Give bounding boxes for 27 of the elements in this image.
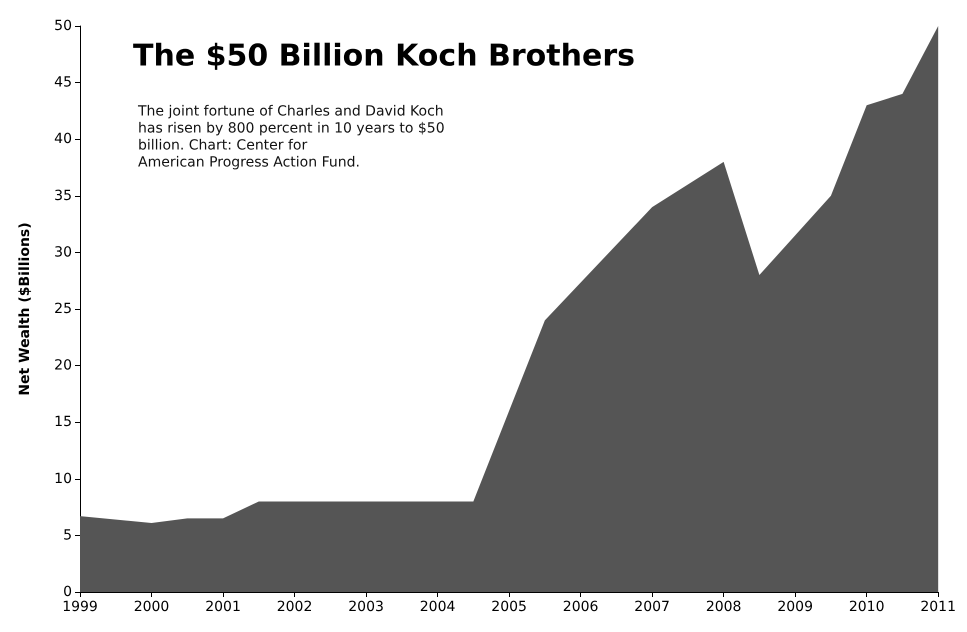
x-tick-label: 2009 <box>777 599 813 615</box>
x-tick-label: 2004 <box>420 599 456 615</box>
x-tick-label: 2011 <box>920 599 956 615</box>
y-tick-label: 40 <box>54 131 72 148</box>
y-tick-label: 35 <box>54 188 72 204</box>
x-tick-label: 2003 <box>348 599 384 615</box>
y-tick-label: 15 <box>54 414 72 430</box>
x-tick-label: 2008 <box>706 599 742 615</box>
y-tick-label: 5 <box>63 527 72 544</box>
y-tick-label: 25 <box>54 301 72 317</box>
annotation: The joint fortune of Charles and David Koch has risen by 800 percent in 10 years to $50 billion. Chart: Center for American Progress Action Fund. <box>137 104 445 170</box>
chart-title: The $50 Billion Koch Brothers <box>133 38 635 74</box>
x-tick-label: 2007 <box>634 599 670 615</box>
x-tick-label: 2010 <box>848 599 884 615</box>
y-axis-title: Net Wealth ($Billions) <box>17 222 33 396</box>
y-tick-label: 50 <box>54 18 72 34</box>
x-tick-label: 1999 <box>62 599 98 615</box>
x-tick-label: 2005 <box>491 599 527 615</box>
y-tick-label: 20 <box>54 358 72 374</box>
x-tick-label: 2000 <box>134 599 170 615</box>
y-tick-label: 45 <box>54 74 72 91</box>
x-tick-label: 2002 <box>276 599 312 615</box>
x-tick-label: 2001 <box>205 599 241 615</box>
y-tick-label: 0 <box>63 584 72 600</box>
y-tick-label: 10 <box>54 470 72 487</box>
y-tick-label: 30 <box>54 244 72 260</box>
x-tick-label: 2006 <box>562 599 599 615</box>
